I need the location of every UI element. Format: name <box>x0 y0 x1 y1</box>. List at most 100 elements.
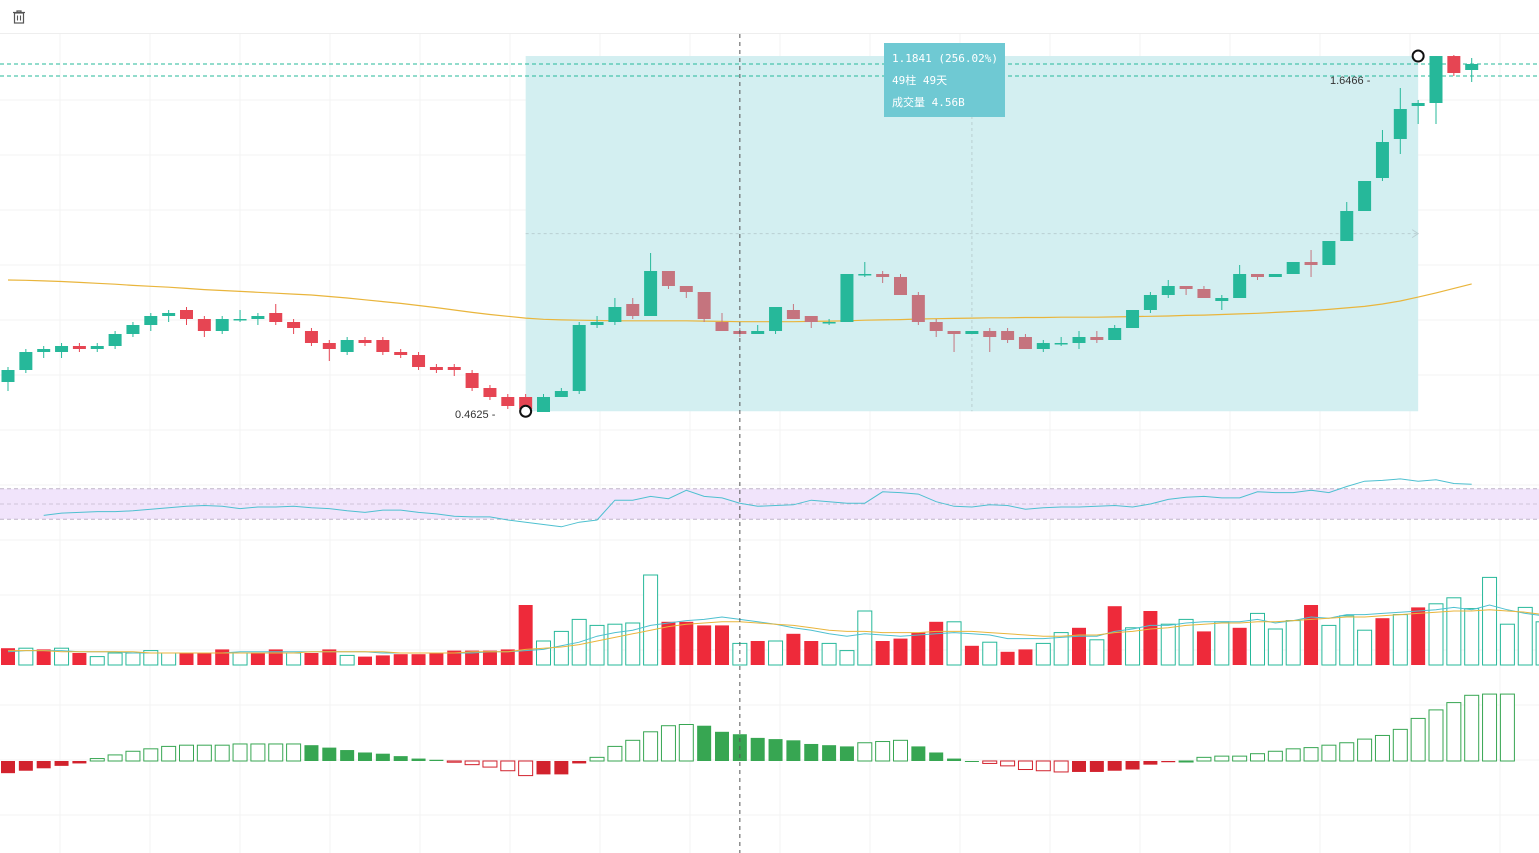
volume-bar <box>1250 612 1265 666</box>
volume-bar <box>429 653 444 665</box>
candle-body <box>661 271 675 286</box>
macd-bar <box>1499 693 1515 762</box>
candle-body <box>697 292 711 319</box>
macd-bar <box>464 760 480 766</box>
volume-bar <box>1089 639 1105 666</box>
candle <box>412 352 426 370</box>
macd-bar <box>875 741 891 762</box>
candle-body <box>1411 103 1425 106</box>
volume-bar <box>1267 628 1283 666</box>
volume-bar <box>1482 576 1498 666</box>
candle-body <box>287 322 301 328</box>
macd-bar <box>36 761 51 769</box>
volume-bar <box>1000 651 1015 665</box>
candle <box>180 307 193 325</box>
candle-body <box>894 277 907 295</box>
macd-bar <box>1232 755 1248 762</box>
candle <box>340 337 354 355</box>
candle-body <box>1340 211 1354 241</box>
candle-body <box>394 352 408 355</box>
candles <box>1 55 1479 412</box>
candle <box>162 310 176 322</box>
macd-bar <box>1285 748 1301 762</box>
candle <box>1090 331 1104 343</box>
measure-low-label: 0.4625 - <box>455 409 496 421</box>
candle-body <box>429 367 443 370</box>
candle-body <box>537 397 550 412</box>
macd-bar <box>715 731 729 761</box>
delete-drawing-button[interactable] <box>8 6 30 28</box>
candle <box>751 325 765 334</box>
macd-bar <box>1214 755 1230 762</box>
macd-bar <box>1250 753 1265 762</box>
rsi-band <box>0 488 1539 520</box>
candle-body <box>1 370 15 382</box>
volume-bar <box>1411 607 1426 665</box>
volume-bar <box>804 641 819 665</box>
measure-high-label: 1.6466 - <box>1330 75 1371 87</box>
macd-bar <box>482 760 498 768</box>
volume-bar <box>304 653 319 665</box>
candle <box>947 331 961 352</box>
candle <box>37 346 51 358</box>
macd-bar <box>1428 709 1444 762</box>
candle <box>1215 295 1229 310</box>
macd-bar <box>393 756 408 761</box>
volume-bar <box>358 656 372 665</box>
candle <box>1251 274 1264 280</box>
candle <box>55 343 69 358</box>
candle <box>590 316 604 328</box>
candle-body <box>358 340 372 343</box>
candle <box>697 292 711 322</box>
volume-bar <box>500 649 515 665</box>
candle-body <box>769 307 783 331</box>
macd-bar <box>54 761 69 766</box>
candle-body <box>572 325 586 391</box>
measure-high-handle <box>1411 49 1425 63</box>
candle <box>269 304 283 325</box>
candle <box>215 316 229 334</box>
macd-bar <box>1339 742 1355 762</box>
macd-bar <box>446 760 462 763</box>
candle-body <box>37 349 51 352</box>
volume-bar <box>786 633 801 665</box>
volume-bar <box>1446 597 1462 666</box>
candle <box>90 343 104 352</box>
macd-bar <box>643 731 659 762</box>
candle <box>644 253 658 316</box>
candle-body <box>1161 286 1175 295</box>
volume-bar <box>715 625 729 665</box>
candle <box>804 316 818 328</box>
volume-bar <box>232 652 248 666</box>
volume-bar <box>1321 624 1337 666</box>
macd-bar <box>839 746 854 761</box>
volume-bar <box>946 621 962 666</box>
macd-bar <box>929 752 944 761</box>
volume-bar <box>982 641 998 666</box>
macd-bar <box>1053 760 1069 773</box>
candle <box>197 316 211 337</box>
candle <box>429 364 443 373</box>
candle-body <box>554 391 568 397</box>
volume-bar <box>1053 632 1069 666</box>
macd-bar <box>947 758 962 761</box>
macd-bar <box>143 748 159 762</box>
macd-bar <box>250 743 266 762</box>
volume-bar <box>465 650 480 665</box>
candle <box>287 319 301 334</box>
volume-bar <box>411 654 426 665</box>
macd-bar <box>750 737 765 761</box>
price-ma-line <box>7 279 1472 323</box>
volume-bar <box>821 642 837 666</box>
macd-bar <box>1072 761 1086 772</box>
candle <box>715 313 729 331</box>
candle <box>465 370 479 391</box>
candle <box>322 340 336 361</box>
macd-bar <box>1446 702 1462 762</box>
candle <box>1375 130 1389 181</box>
macd-bar <box>429 759 444 761</box>
macd-histogram <box>1 693 1515 777</box>
volume-bar <box>1018 649 1033 665</box>
candle-body <box>1215 298 1229 301</box>
